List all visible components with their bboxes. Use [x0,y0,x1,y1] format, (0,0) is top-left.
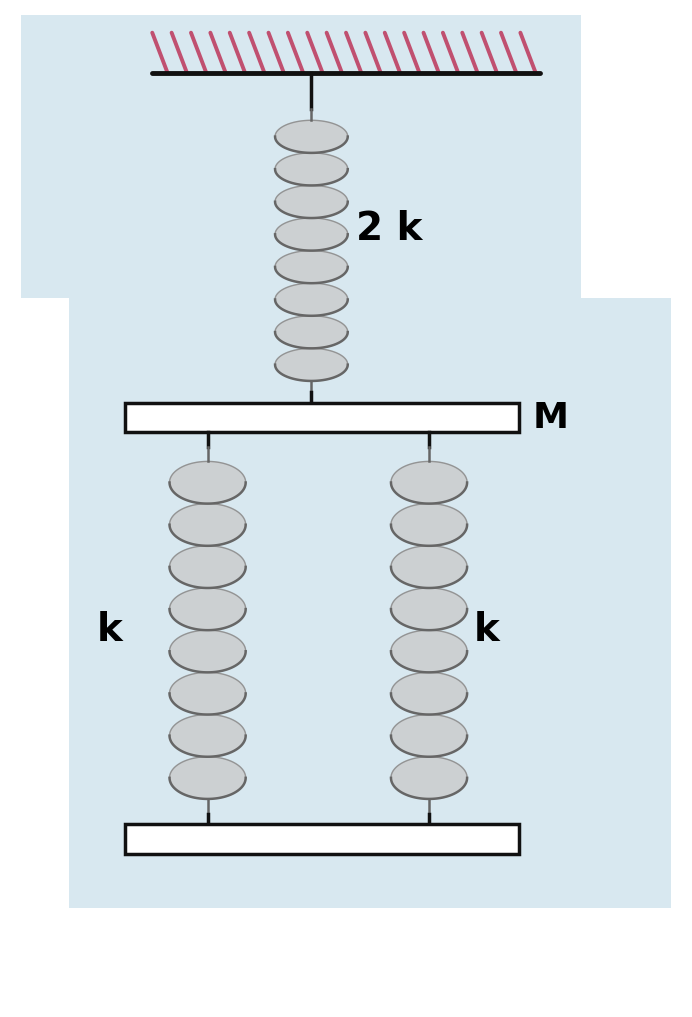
Polygon shape [275,153,347,185]
Polygon shape [170,715,246,757]
Polygon shape [275,250,347,283]
Polygon shape [391,757,467,799]
Text: k: k [97,611,122,649]
Polygon shape [170,503,246,546]
Polygon shape [275,349,347,381]
Polygon shape [391,672,467,715]
Polygon shape [275,185,347,218]
Polygon shape [170,462,246,503]
Polygon shape [391,631,467,672]
Polygon shape [275,120,347,153]
Bar [125,403,519,432]
Polygon shape [170,546,246,588]
Polygon shape [391,462,467,503]
Polygon shape [391,503,467,546]
Text: M: M [533,401,569,434]
Bar [581,0,685,298]
Polygon shape [275,283,347,315]
Polygon shape [391,588,467,631]
Polygon shape [391,715,467,757]
Polygon shape [170,631,246,672]
Bar [125,825,519,853]
Text: k: k [474,611,500,649]
Text: 2 k: 2 k [356,210,423,248]
Bar [0,298,69,915]
Polygon shape [275,316,347,349]
Polygon shape [170,588,246,631]
Polygon shape [275,218,347,250]
Polygon shape [170,757,246,799]
Polygon shape [21,14,671,908]
Polygon shape [170,672,246,715]
Polygon shape [391,546,467,588]
